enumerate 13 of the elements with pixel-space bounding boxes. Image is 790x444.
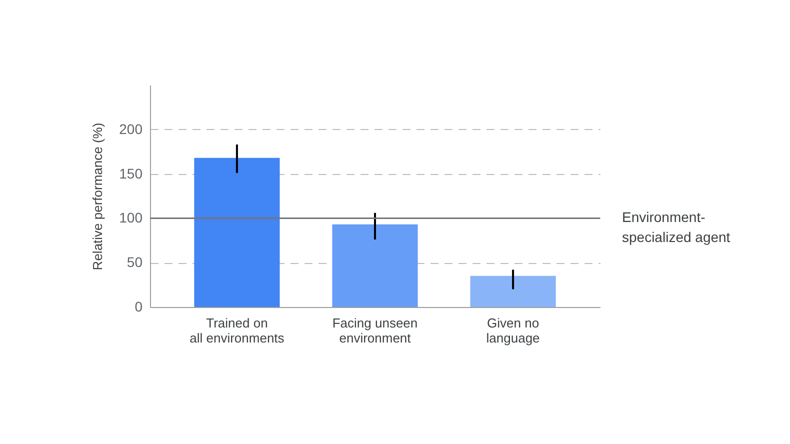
x-tick-label: Trained on all environments <box>190 316 285 346</box>
ref-line-label: Environment- specialized agent <box>622 209 730 246</box>
y-tick-label: 150 <box>119 165 143 182</box>
y-tick-label: 200 <box>119 120 143 137</box>
bar <box>194 158 280 307</box>
bar <box>470 276 556 307</box>
x-tick-label: Given no language <box>486 316 540 346</box>
y-tick-label: 100 <box>119 210 143 226</box>
y-tick-label: 0 <box>134 298 143 314</box>
x-tick-label: Facing unseen environment <box>332 316 418 346</box>
y-axis-title: Relative performance (%) <box>90 122 106 270</box>
y-tick-label: 50 <box>126 254 143 270</box>
bar <box>332 224 418 307</box>
